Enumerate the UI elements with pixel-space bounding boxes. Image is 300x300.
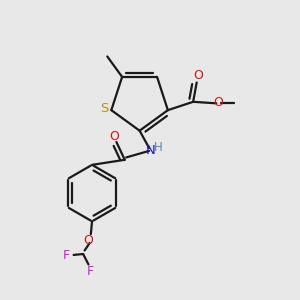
Text: F: F: [87, 265, 94, 278]
Text: H: H: [154, 141, 162, 154]
Text: O: O: [109, 130, 119, 142]
Text: S: S: [100, 102, 109, 115]
Text: O: O: [83, 234, 93, 247]
Text: F: F: [63, 249, 70, 262]
Text: O: O: [213, 96, 223, 109]
Text: N: N: [146, 144, 155, 157]
Text: O: O: [193, 70, 203, 83]
